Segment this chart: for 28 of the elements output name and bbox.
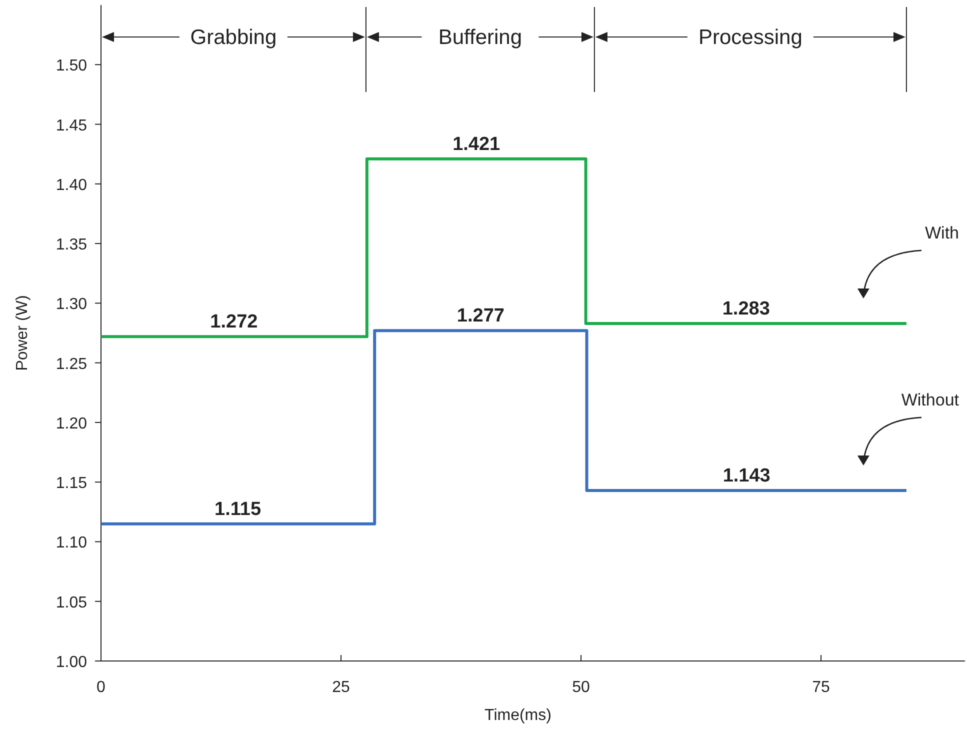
y-tick-label: 1.05 [56,594,88,612]
annotation: 1.277 [456,306,504,327]
y-tick-label: 1.45 [56,117,88,134]
annotation: Processing [698,26,802,49]
annotation: Buffering [438,26,522,49]
annotation: 1.421 [452,134,501,155]
x-tick-label: 0 [96,679,106,696]
y-tick-label: 1.25 [56,356,88,373]
y-tick-label: 1.50 [56,58,88,75]
annotation: 1.115 [214,498,262,520]
annotation: 1.272 [210,312,258,333]
annotation: Grabbing [190,26,277,49]
y-tick-label: 1.10 [56,534,88,552]
y-tick-label: 1.40 [56,176,88,194]
y-axis-title: Power (W) [14,295,31,371]
text: With [925,223,959,242]
x-axis-title: Time(ms) [484,707,552,724]
y-tick-label: 1.00 [56,654,88,671]
x-tick-label: 25 [332,679,350,696]
text: Without [901,390,960,410]
x-tick-label: 75 [812,679,830,696]
y-tick-label: 1.15 [56,475,88,492]
y-tick-label: 1.30 [56,296,88,314]
y-tick-label: 1.20 [56,415,88,432]
x-tick-label: 50 [572,679,590,696]
annotation: 1.283 [722,298,770,320]
annotation: 1.143 [722,465,770,486]
y-tick-label: 1.35 [56,236,88,254]
